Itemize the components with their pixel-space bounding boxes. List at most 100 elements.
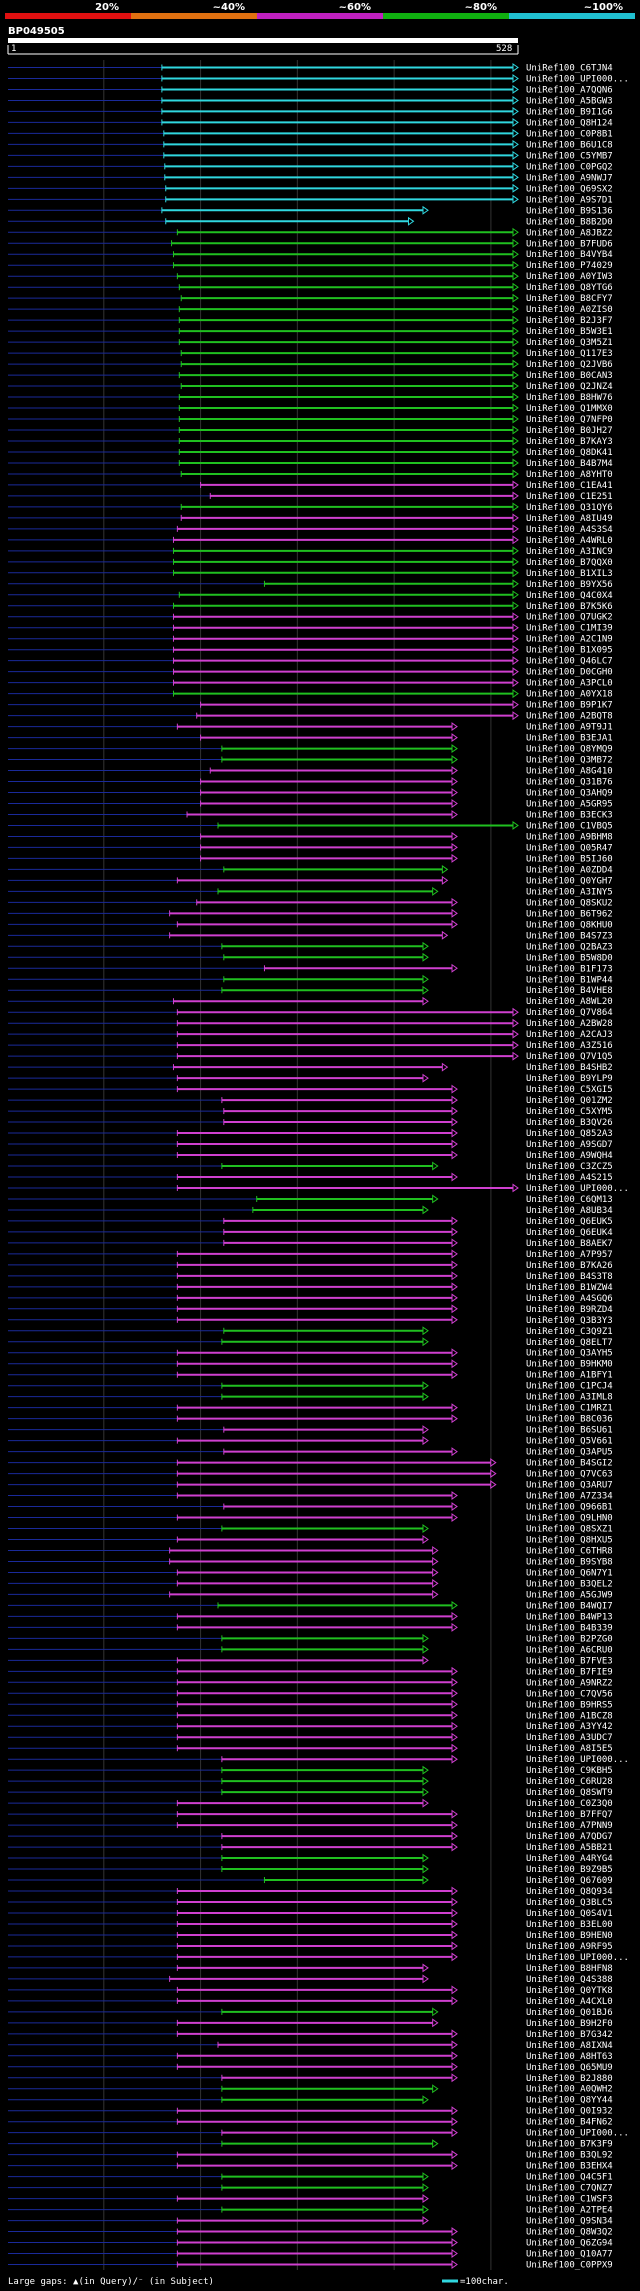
hit-row[interactable]: UniRef100_A4SGQ6	[8, 1293, 613, 1304]
hit-label[interactable]: UniRef100_Q31B76	[526, 778, 613, 788]
hit-row[interactable]: UniRef100_Q8YY44	[8, 2095, 613, 2106]
hit-label[interactable]: UniRef100_B9HEN0	[526, 1931, 613, 1941]
hit-row[interactable]: UniRef100_Q8SWT9	[8, 1787, 613, 1798]
hit-label[interactable]: UniRef100_Q8YTG6	[526, 283, 613, 293]
hit-row[interactable]: UniRef100_B9HRS5	[8, 1699, 613, 1710]
hit-label[interactable]: UniRef100_Q3AHQ9	[526, 789, 613, 799]
hit-label[interactable]: UniRef100_UPI000...	[526, 2129, 629, 2139]
hit-label[interactable]: UniRef100_B9YX56	[526, 580, 613, 590]
hit-row[interactable]: UniRef100_B8HW76	[8, 392, 613, 403]
hit-row[interactable]: UniRef100_C1E251	[8, 491, 613, 502]
hit-row[interactable]: UniRef100_Q05R47	[8, 842, 613, 853]
hit-label[interactable]: UniRef100_B4WP13	[526, 1612, 613, 1622]
hit-label[interactable]: UniRef100_Q3ARU7	[526, 1481, 613, 1491]
hit-label[interactable]: UniRef100_A9NWJ7	[526, 173, 613, 183]
hit-row[interactable]: UniRef100_B9P1K7	[8, 700, 613, 711]
hit-row[interactable]: UniRef100_B6U1C8	[8, 139, 613, 150]
hit-label[interactable]: UniRef100_B5W8D0	[526, 953, 613, 963]
hit-label[interactable]: UniRef100_B9P1K7	[526, 701, 613, 711]
hit-row[interactable]: UniRef100_C7QNZ7	[8, 2183, 613, 2194]
hit-label[interactable]: UniRef100_A1BFY1	[526, 1371, 613, 1381]
hit-row[interactable]: UniRef100_C0P8B1	[8, 128, 613, 139]
hit-row[interactable]: UniRef100_B1XIL3	[8, 568, 613, 579]
hit-label[interactable]: UniRef100_A9T9J1	[526, 723, 613, 733]
hit-row[interactable]: UniRef100_B5W3E1	[8, 326, 613, 337]
hit-row[interactable]: UniRef100_B1WP44	[8, 974, 613, 985]
hit-label[interactable]: UniRef100_Q05R47	[526, 843, 613, 853]
hit-label[interactable]: UniRef100_A5GJW9	[526, 1590, 613, 1600]
hit-row[interactable]: UniRef100_B9HKM0	[8, 1359, 613, 1370]
hit-row[interactable]: UniRef100_B8HFN8	[8, 1963, 613, 1974]
hit-row[interactable]: UniRef100_A2BQT8	[8, 711, 613, 722]
hit-label[interactable]: UniRef100_A7Z334	[526, 1492, 613, 1502]
hit-row[interactable]: UniRef100_B9H2F0	[8, 2018, 613, 2029]
hit-label[interactable]: UniRef100_B1WZW4	[526, 1283, 613, 1293]
hit-row[interactable]: UniRef100_B9RZD4	[8, 1304, 613, 1315]
hit-row[interactable]: UniRef100_A0QWH2	[8, 2084, 613, 2095]
hit-row[interactable]: UniRef100_A5BGW3	[8, 95, 613, 106]
hit-label[interactable]: UniRef100_Q2JNZ4	[526, 382, 613, 392]
hit-label[interactable]: UniRef100_A7PNN9	[526, 1821, 613, 1831]
hit-row[interactable]: UniRef100_Q7V1Q5	[8, 1051, 613, 1062]
hit-label[interactable]: UniRef100_B2PZG0	[526, 1634, 613, 1644]
hit-row[interactable]: UniRef100_B7FFQ7	[8, 1809, 613, 1820]
hit-row[interactable]: UniRef100_B8B2D0	[8, 216, 613, 227]
hit-label[interactable]: UniRef100_B5IJ60	[526, 854, 613, 864]
hit-row[interactable]: UniRef100_Q8SXZ1	[8, 1524, 613, 1535]
hit-label[interactable]: UniRef100_A4RYG4	[526, 1854, 613, 1864]
hit-row[interactable]: UniRef100_A3UDC7	[8, 1732, 613, 1743]
hit-label[interactable]: UniRef100_B0JH27	[526, 426, 613, 436]
hit-label[interactable]: UniRef100_UPI000...	[526, 1755, 629, 1765]
hit-label[interactable]: UniRef100_C5YMB7	[526, 151, 613, 161]
hit-row[interactable]: UniRef100_A4S3S4	[8, 524, 613, 535]
hit-label[interactable]: UniRef100_Q3APU5	[526, 1448, 613, 1458]
hit-row[interactable]: UniRef100_C1WSF3	[8, 2194, 613, 2205]
hit-row[interactable]: UniRef100_Q31QY6	[8, 502, 613, 513]
hit-label[interactable]: UniRef100_A4WRL0	[526, 536, 613, 546]
hit-label[interactable]: UniRef100_A7QDG7	[526, 1832, 613, 1842]
hit-label[interactable]: UniRef100_B8C036	[526, 1415, 613, 1425]
hit-row[interactable]: UniRef100_Q3ARU7	[8, 1480, 613, 1491]
hit-label[interactable]: UniRef100_Q0YTK8	[526, 1986, 613, 1996]
hit-row[interactable]: UniRef100_C5XYM5	[8, 1106, 613, 1117]
hit-label[interactable]: UniRef100_Q117E3	[526, 349, 613, 359]
hit-row[interactable]: UniRef100_B7G342	[8, 2029, 613, 2040]
hit-label[interactable]: UniRef100_B7KAY3	[526, 437, 613, 447]
hit-row[interactable]: UniRef100_Q3B3Y3	[8, 1315, 613, 1326]
hit-label[interactable]: UniRef100_A3Z516	[526, 1041, 613, 1051]
hit-row[interactable]: UniRef100_C1EA41	[8, 480, 613, 491]
hit-row[interactable]: UniRef100_B2J3F7	[8, 315, 613, 326]
hit-row[interactable]: UniRef100_B5W8D0	[8, 952, 613, 963]
hit-label[interactable]: UniRef100_Q8DK41	[526, 448, 613, 458]
hit-row[interactable]: UniRef100_Q7UGK2	[8, 612, 613, 623]
hit-label[interactable]: UniRef100_Q10A77	[526, 2250, 613, 2260]
hit-label[interactable]: UniRef100_B7FFQ7	[526, 1810, 613, 1820]
hit-row[interactable]: UniRef100_A0YIW3	[8, 271, 613, 282]
hit-label[interactable]: UniRef100_C1MI39	[526, 624, 613, 634]
hit-row[interactable]: UniRef100_B7FIE9	[8, 1666, 613, 1677]
hit-label[interactable]: UniRef100_B3EJA1	[526, 734, 613, 744]
hit-label[interactable]: UniRef100_C9KBH5	[526, 1766, 613, 1776]
hit-row[interactable]: UniRef100_UPI000...	[8, 2128, 629, 2139]
hit-label[interactable]: UniRef100_B7FVE3	[526, 1656, 613, 1666]
hit-label[interactable]: UniRef100_B3QEL2	[526, 1579, 613, 1589]
hit-row[interactable]: UniRef100_B2PZG0	[8, 1633, 613, 1644]
hit-label[interactable]: UniRef100_Q67609	[526, 1876, 613, 1886]
hit-label[interactable]: UniRef100_B8HFN8	[526, 1964, 613, 1974]
hit-label[interactable]: UniRef100_B6T962	[526, 909, 613, 919]
hit-label[interactable]: UniRef100_B9HRS5	[526, 1700, 613, 1710]
hit-label[interactable]: UniRef100_C6TJN4	[526, 63, 613, 73]
hit-label[interactable]: UniRef100_Q2JVB6	[526, 360, 613, 370]
hit-label[interactable]: UniRef100_B4SHB2	[526, 1063, 613, 1073]
hit-label[interactable]: UniRef100_A3INC9	[526, 547, 613, 557]
hit-label[interactable]: UniRef100_Q8HXU5	[526, 1535, 613, 1545]
hit-label[interactable]: UniRef100_C0PPX9	[526, 2261, 613, 2271]
hit-label[interactable]: UniRef100_Q8SWT9	[526, 1788, 613, 1798]
hit-row[interactable]: UniRef100_P74029	[8, 260, 613, 271]
hit-label[interactable]: UniRef100_A8IXN4	[526, 2041, 613, 2051]
hit-label[interactable]: UniRef100_B4B7M4	[526, 459, 613, 469]
hit-label[interactable]: UniRef100_A8IU49	[526, 514, 613, 524]
hit-row[interactable]: UniRef100_C1MI39	[8, 623, 613, 634]
hit-label[interactable]: UniRef100_B7G342	[526, 2030, 613, 2040]
hit-row[interactable]: UniRef100_B0CAN3	[8, 370, 613, 381]
